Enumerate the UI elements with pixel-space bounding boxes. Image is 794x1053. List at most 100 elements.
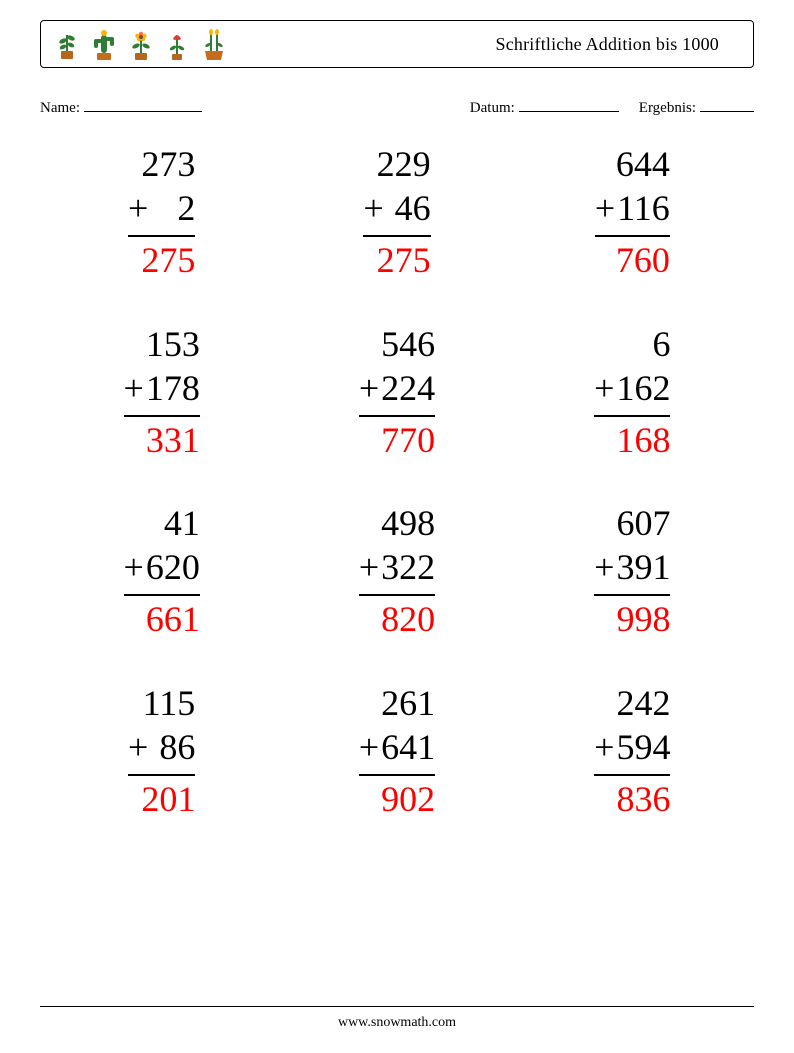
problem-column: 242+594 836 [594,682,670,822]
addend-bottom: 620 [146,546,200,590]
addend-row: +594 [594,726,670,770]
sprout-plant-icon [55,27,79,61]
problem-column: 115+ 86 201 [128,682,195,822]
worksheet-page: Schriftliche Addition bis 1000 Name: Dat… [0,0,794,1053]
answer: 760 [616,237,670,283]
addend-bottom: 391 [616,546,670,590]
problem-column: 546+224 770 [359,323,435,463]
operator: + [594,726,616,770]
addend-top: 261 [381,682,435,726]
problem-cell: 153+178 331 [64,323,259,463]
answer: 820 [381,596,435,642]
tulip-plant-icon [165,27,189,61]
answer: 661 [146,596,200,642]
operator: + [363,187,385,231]
problem-cell: 607+391 998 [535,502,730,642]
addend-top: 242 [616,682,670,726]
answer: 998 [616,596,670,642]
addend-row: +620 [124,546,200,590]
operator: + [359,726,381,770]
addend-bottom: 116 [617,187,670,231]
addend-bottom: 322 [381,546,435,590]
addend-top: 546 [381,323,435,367]
addend-row: +391 [594,546,670,590]
result-label: Ergebnis: [639,100,696,117]
operator: + [359,367,381,411]
problem-cell: 644+116 760 [535,143,730,283]
operator: + [359,546,381,590]
problem-column: 153+178 331 [124,323,200,463]
addend-bottom: 162 [616,367,670,411]
problem-cell: 229+ 46 275 [299,143,494,283]
operator: + [128,187,150,231]
addend-bottom: 224 [381,367,435,411]
answer: 902 [381,776,435,822]
addend-top: 644 [616,143,670,187]
problem-cell: 261+641 902 [299,682,494,822]
reeds-plant-icon [201,27,227,61]
problem-column: 261+641 902 [359,682,435,822]
problem-column: 41+620 661 [124,502,200,642]
problem-column: 498+322 820 [359,502,435,642]
addend-row: +178 [124,367,200,411]
addend-top: 498 [381,502,435,546]
problem-column: 229+ 46 275 [363,143,430,283]
addend-row: + 46 [363,187,430,231]
operator: + [128,726,150,770]
addend-row: +162 [594,367,670,411]
problem-cell: 41+620 661 [64,502,259,642]
addend-bottom: 86 [150,726,195,770]
answer: 770 [381,417,435,463]
answer: 201 [141,776,195,822]
answer: 168 [616,417,670,463]
operator: + [124,367,146,411]
addend-row: + 2 [128,187,195,231]
addend-top: 41 [164,502,200,546]
date-label: Datum: [470,100,515,117]
problem-cell: 242+594 836 [535,682,730,822]
problem-cell: 546+224 770 [299,323,494,463]
cactus-plant-icon [91,27,117,61]
name-label: Name: [40,100,80,117]
addend-top: 153 [146,323,200,367]
addend-row: +322 [359,546,435,590]
problem-cell: 115+ 86 201 [64,682,259,822]
addend-bottom: 594 [616,726,670,770]
footer-url: www.snowmath.com [338,1015,456,1030]
problem-column: 6+162 168 [594,323,670,463]
problems-grid: 273+ 2275229+ 46275644+116760153+1783315… [40,143,754,822]
operator: + [594,546,616,590]
addend-bottom: 178 [146,367,200,411]
addend-top: 229 [377,143,431,187]
addend-bottom: 641 [381,726,435,770]
result-blank[interactable] [700,96,754,112]
addend-row: + 86 [128,726,195,770]
addend-bottom: 46 [386,187,431,231]
problem-column: 273+ 2 275 [128,143,195,283]
addend-row: +116 [595,187,670,231]
problem-column: 644+116 760 [595,143,670,283]
problem-cell: 273+ 2 275 [64,143,259,283]
operator: + [595,187,617,231]
info-line: Name: Datum: Ergebnis: [40,96,754,117]
header-box: Schriftliche Addition bis 1000 [40,20,754,68]
answer: 275 [141,237,195,283]
addend-row: +224 [359,367,435,411]
footer: www.snowmath.com [40,1006,754,1031]
addend-top: 115 [143,682,196,726]
answer: 836 [616,776,670,822]
date-blank[interactable] [519,96,619,112]
flower-plant-icon [129,27,153,61]
addend-top: 607 [616,502,670,546]
problem-column: 607+391 998 [594,502,670,642]
addend-top: 6 [652,323,670,367]
name-blank[interactable] [84,96,202,112]
addend-bottom: 2 [150,187,195,231]
addend-row: +641 [359,726,435,770]
answer: 331 [146,417,200,463]
worksheet-title: Schriftliche Addition bis 1000 [496,34,740,55]
plant-icons-row [55,27,227,61]
answer: 275 [377,237,431,283]
problem-cell: 498+322 820 [299,502,494,642]
addend-top: 273 [141,143,195,187]
